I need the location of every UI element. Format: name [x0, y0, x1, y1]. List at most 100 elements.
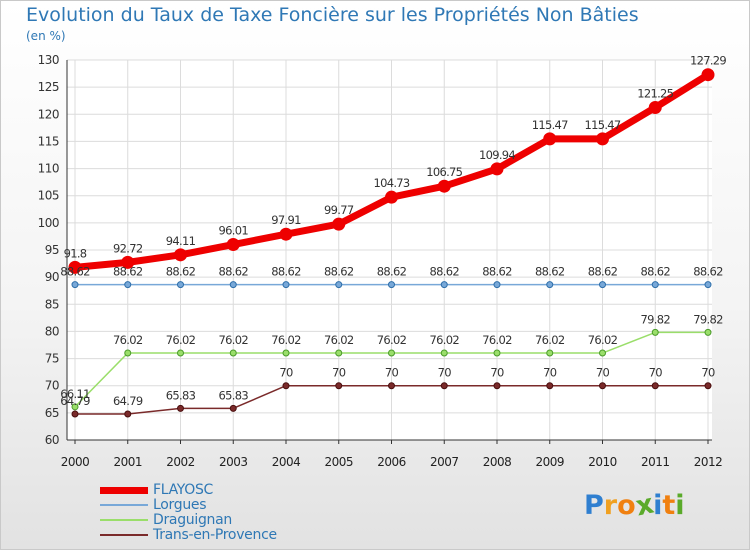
y-tick-label: 130: [38, 53, 59, 67]
data-label: 65.83: [166, 388, 196, 402]
y-tick-label: 90: [45, 270, 59, 284]
data-label: 91.8: [64, 246, 87, 260]
y-tick-label: 85: [45, 297, 59, 311]
data-label: 88.62: [430, 265, 460, 279]
data-label: 88.62: [60, 265, 90, 279]
legend-label: Draguignan: [153, 512, 232, 528]
data-label: 70: [596, 366, 610, 380]
data-point: [596, 132, 609, 146]
data-point: [440, 349, 448, 357]
y-tick-label: 70: [45, 379, 59, 393]
y-tick-label: 95: [45, 243, 59, 257]
data-label: 70: [438, 366, 452, 380]
x-tick-label: 2004: [272, 455, 301, 469]
data-label: 109.94: [479, 148, 515, 162]
x-tick-label: 2003: [219, 455, 248, 469]
data-label: 76.02: [430, 333, 460, 347]
data-label: 79.82: [693, 312, 723, 326]
data-label: 70: [279, 366, 293, 380]
data-point: [282, 281, 290, 289]
data-point: [177, 349, 184, 357]
x-tick-label: 2006: [377, 455, 406, 469]
data-point: [71, 410, 79, 418]
data-point: [229, 404, 237, 412]
data-label: 76.02: [535, 333, 565, 347]
data-point: [599, 349, 606, 357]
data-label: 76.02: [113, 333, 143, 347]
data-point: [388, 382, 395, 390]
y-axis-unit-label: (en %): [26, 29, 66, 43]
x-tick-label: 2000: [61, 455, 90, 469]
data-point: [388, 281, 395, 289]
data-point: [71, 281, 79, 289]
legend-swatch: [100, 486, 148, 494]
data-label: 88.62: [482, 265, 512, 279]
y-tick-label: 120: [38, 107, 59, 121]
data-label: 65.83: [219, 388, 249, 402]
data-label: 88.62: [535, 265, 565, 279]
data-label: 88.62: [377, 265, 407, 279]
y-tick-label: 80: [45, 324, 59, 338]
data-label: 70: [332, 366, 346, 380]
y-tick-label: 125: [38, 80, 59, 94]
y-tick-label: 115: [38, 134, 59, 148]
data-point: [335, 349, 343, 357]
y-tick-label: 100: [38, 216, 59, 230]
data-label: 70: [490, 366, 504, 380]
data-point: [177, 404, 184, 412]
data-label: 96.01: [219, 224, 249, 238]
data-point: [335, 382, 343, 390]
data-label: 99.77: [324, 203, 354, 217]
proxiti-logo: Proxiti: [584, 488, 685, 523]
data-label: 66.11: [60, 387, 90, 401]
data-point: [279, 227, 293, 241]
data-point: [229, 349, 237, 357]
data-point: [177, 281, 184, 289]
chart-title: Evolution du Taux de Taxe Foncière sur l…: [26, 4, 639, 26]
x-tick-label: 2007: [430, 455, 459, 469]
data-point: [440, 382, 448, 390]
data-label: 88.62: [166, 265, 196, 279]
y-tick-label: 60: [45, 433, 59, 447]
x-tick-label: 2001: [113, 455, 142, 469]
data-point: [385, 190, 398, 204]
data-label: 64.79: [113, 394, 143, 408]
x-tick-label: 2009: [535, 455, 564, 469]
data-point: [490, 162, 504, 176]
x-tick-label: 2005: [324, 455, 353, 469]
y-tick-label: 65: [45, 406, 59, 420]
data-point: [388, 349, 395, 357]
data-point: [124, 349, 132, 357]
data-label: 106.75: [426, 165, 462, 179]
data-label: 88.62: [324, 265, 354, 279]
data-label: 121.25: [637, 87, 673, 101]
data-label: 88.62: [271, 265, 301, 279]
data-point: [335, 281, 343, 289]
data-label: 70: [649, 366, 663, 380]
data-point: [124, 410, 132, 418]
data-point: [651, 281, 659, 289]
data-label: 64.79: [60, 394, 90, 408]
data-label: 127.29: [690, 54, 726, 68]
data-label: 70: [385, 366, 399, 380]
data-point: [440, 281, 448, 289]
data-point: [599, 382, 606, 390]
x-tick-label: 2002: [166, 455, 195, 469]
data-label: 115.47: [532, 118, 568, 132]
legend-swatch: [100, 519, 148, 521]
data-point: [229, 281, 237, 289]
data-point: [704, 382, 712, 390]
y-tick-label: 110: [38, 162, 59, 176]
data-point: [121, 255, 135, 269]
data-label: 88.62: [113, 265, 143, 279]
data-point: [704, 328, 712, 336]
data-label: 94.11: [166, 234, 196, 248]
data-point: [651, 382, 659, 390]
x-tick-label: 2011: [641, 455, 670, 469]
data-point: [174, 248, 187, 262]
y-tick-label: 75: [45, 352, 59, 366]
data-label: 76.02: [588, 333, 618, 347]
data-label: 104.73: [373, 176, 409, 190]
data-label: 92.72: [113, 241, 143, 255]
data-label: 79.82: [641, 312, 671, 326]
